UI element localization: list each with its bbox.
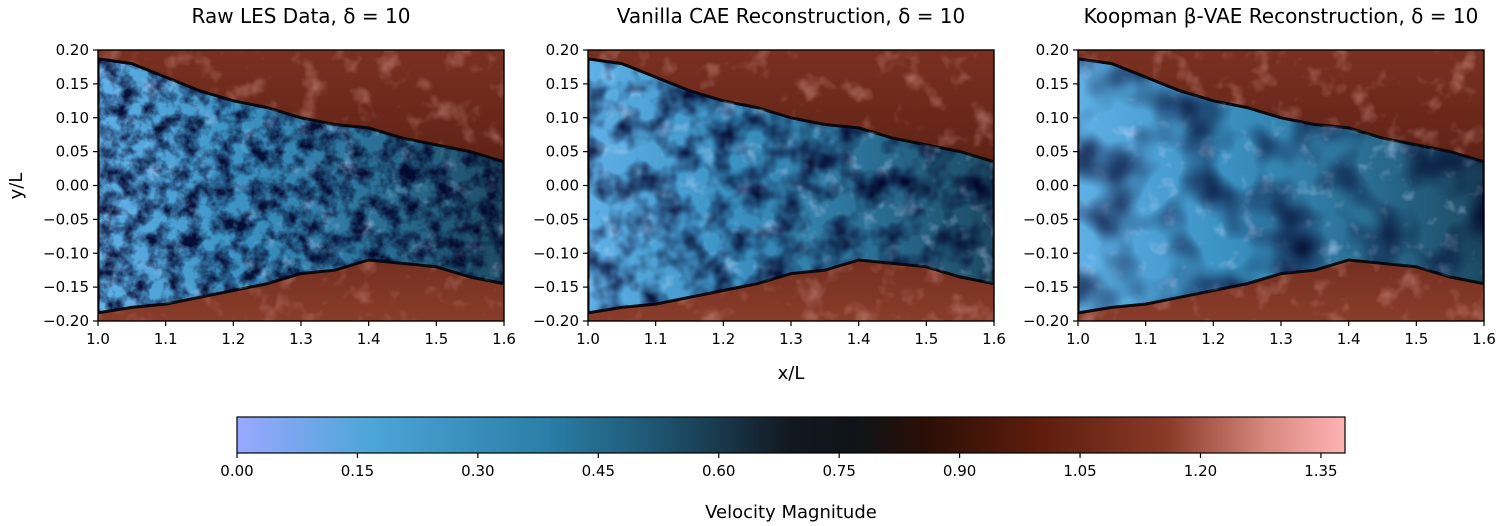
colorbar-tick-label: 1.35	[1304, 462, 1337, 480]
x-tick-label: 1.1	[1134, 330, 1158, 348]
x-tick-label: 1.5	[1404, 330, 1428, 348]
colorbar-label: Velocity Magnitude	[705, 502, 877, 523]
y-tick-label: 0.05	[1036, 143, 1069, 161]
y-tick-label: −0.10	[43, 244, 89, 262]
panel-raw-les: 1.0 1.1 1.2 1.3 1.4 1.5 1.6 0.20 0.15 0.10 0.05 0.0…	[43, 41, 516, 348]
y-tick-label: −0.20	[43, 312, 89, 330]
colorbar-tick-label: 0.00	[220, 462, 253, 480]
x-tick-label: 1.4	[847, 330, 871, 348]
x-tick-label: 1.6	[492, 330, 516, 348]
x-tick-label: 1.5	[914, 330, 938, 348]
y-tick-label: 0.20	[546, 41, 579, 59]
y-tick-label: −0.20	[1023, 312, 1069, 330]
colorbar-tick-label: 1.05	[1063, 462, 1096, 480]
x-tick-label: 1.2	[221, 330, 245, 348]
y-tick-label: −0.05	[43, 210, 89, 228]
heatmap-field	[1078, 50, 1484, 321]
x-tick-label: 1.0	[86, 330, 110, 348]
panel-vanilla-cae: 1.0 1.1 1.2 1.3 1.4 1.5 1.6 0.20 0.15 0.10 0.05 0.0…	[533, 41, 1006, 348]
panel-koopman-vae: 1.0 1.1 1.2 1.3 1.4 1.5 1.6 0.20 0.15 0.10 0.05 0.0…	[1023, 41, 1496, 348]
y-tick-label: 0.15	[1036, 75, 1069, 93]
colorbar-tick-label: 0.45	[582, 462, 615, 480]
y-tick-label: 0.00	[546, 177, 579, 195]
x-tick-label: 1.1	[154, 330, 178, 348]
colorbar	[236, 416, 1346, 454]
x-tick-label: 1.6	[1472, 330, 1496, 348]
y-tick-label: 0.20	[56, 41, 89, 59]
y-tick-label: −0.10	[533, 244, 579, 262]
x-axis-label: x/L	[778, 363, 805, 384]
x-tick-label: 1.2	[1201, 330, 1225, 348]
y-tick-label: −0.15	[1023, 278, 1069, 296]
x-tick-label: 1.6	[982, 330, 1006, 348]
title-raw-les: Raw LES Data, δ = 10	[192, 4, 411, 28]
x-tick-label: 1.5	[424, 330, 448, 348]
x-tick-label: 1.4	[1337, 330, 1361, 348]
x-tick-label: 1.3	[1269, 330, 1293, 348]
y-tick-label: −0.05	[1023, 210, 1069, 228]
colorbar-tick-label: 1.20	[1184, 462, 1217, 480]
y-tick-label: −0.20	[533, 312, 579, 330]
title-vanilla-cae: Vanilla CAE Reconstruction, δ = 10	[617, 4, 966, 28]
y-tick-label: −0.15	[43, 278, 89, 296]
y-tick-label: 0.00	[56, 177, 89, 195]
y-tick-label: 0.00	[1036, 177, 1069, 195]
title-koopman-vae: Koopman β-VAE Reconstruction, δ = 10	[1084, 4, 1479, 28]
heatmap-field	[98, 50, 504, 321]
colorbar-ticks: 0.00 0.15 0.30 0.45 0.60 0.75 0.90 1.05 1.20 1.35	[220, 453, 1338, 480]
x-tick-label: 1.3	[289, 330, 313, 348]
colorbar-tick-label: 0.75	[822, 462, 855, 480]
y-tick-label: 0.15	[546, 75, 579, 93]
y-tick-label: −0.10	[1023, 244, 1069, 262]
x-tick-label: 1.3	[779, 330, 803, 348]
y-tick-label: 0.05	[56, 143, 89, 161]
y-tick-label: 0.10	[1036, 109, 1069, 127]
colorbar-tick-label: 0.15	[341, 462, 374, 480]
y-tick-label: 0.15	[56, 75, 89, 93]
y-tick-label: −0.05	[533, 210, 579, 228]
x-tick-label: 1.0	[1066, 330, 1090, 348]
x-tick-label: 1.2	[711, 330, 735, 348]
x-tick-label: 1.4	[357, 330, 381, 348]
x-tick-label: 1.1	[644, 330, 668, 348]
x-tick-label: 1.0	[576, 330, 600, 348]
y-tick-label: 0.10	[56, 109, 89, 127]
colorbar-tick-label: 0.60	[702, 462, 735, 480]
colorbar-tick-label: 0.30	[461, 462, 494, 480]
y-tick-label: 0.05	[546, 143, 579, 161]
y-tick-label: −0.15	[533, 278, 579, 296]
colorbar-tick-label: 0.90	[943, 462, 976, 480]
y-tick-label: 0.20	[1036, 41, 1069, 59]
y-axis-label: y/L	[6, 173, 27, 200]
heatmap-field	[588, 50, 994, 321]
y-tick-label: 0.10	[546, 109, 579, 127]
